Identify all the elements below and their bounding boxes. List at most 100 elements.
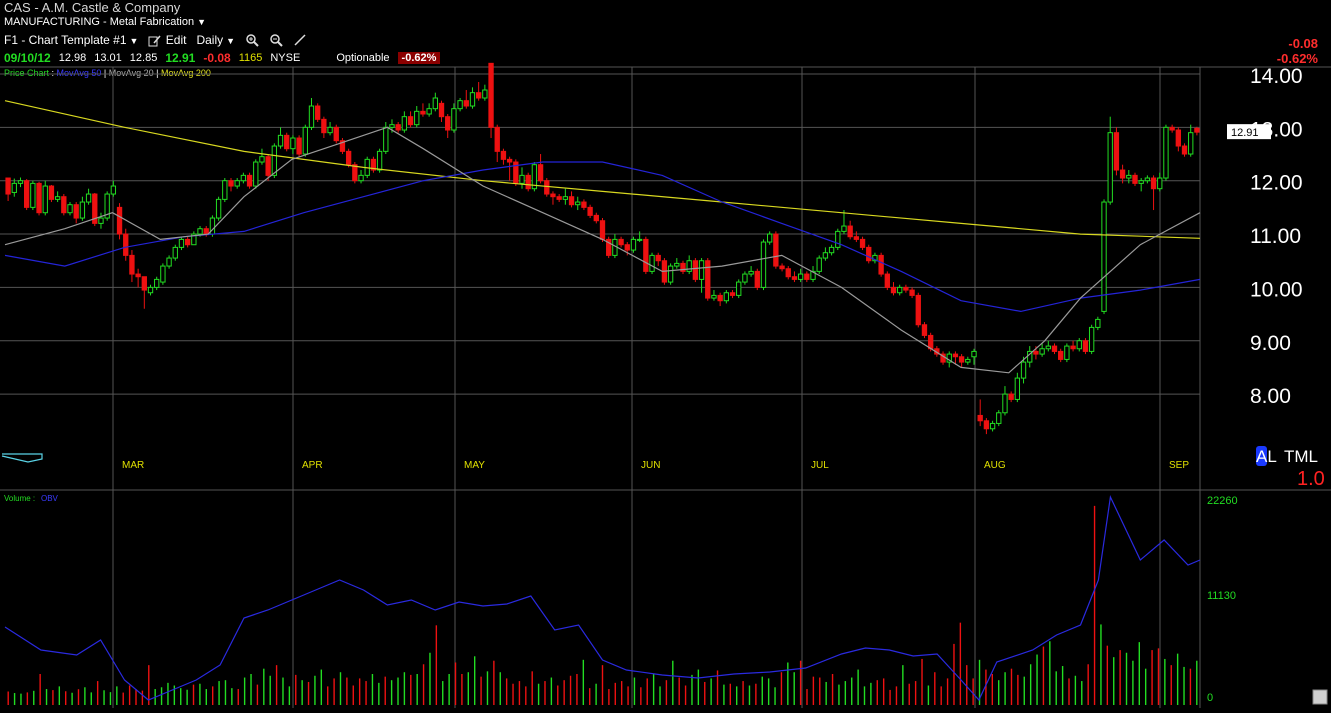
industry-selector[interactable]: MANUFACTURING - Metal Fabrication ▼ [4, 16, 206, 28]
candle-body [432, 97, 438, 110]
legend-price-chart: Price Chart [4, 68, 50, 78]
candle-body [445, 116, 451, 131]
candle-body [401, 116, 408, 131]
candle-body [791, 276, 798, 280]
zoom-out-icon[interactable] [269, 33, 283, 48]
quote-date: 09/10/12 [4, 51, 51, 65]
volume-legend: Volume : [4, 494, 35, 503]
ma200-line [4, 100, 1201, 239]
candle-body [810, 270, 816, 280]
candle-body [426, 108, 432, 115]
candle-body [222, 180, 228, 200]
candle-body [556, 196, 562, 200]
candle-body [1126, 174, 1132, 179]
month-label: SEP [1169, 460, 1189, 471]
candle-body [816, 257, 822, 272]
candle-body [878, 254, 884, 275]
candle-body [358, 174, 364, 182]
candle-body [79, 201, 86, 219]
candle-body [383, 126, 389, 152]
candle-body [1051, 345, 1058, 352]
candle-body [915, 294, 921, 326]
candle-body [36, 182, 42, 214]
legend-ma200: MovAvg 200 [160, 68, 211, 78]
candle-body [457, 100, 463, 110]
candle-body [141, 276, 147, 291]
candle-body [1181, 145, 1188, 155]
candle-body [234, 180, 240, 187]
candle-body [407, 116, 414, 126]
candle-body [160, 265, 166, 283]
last-price-label: 12.91 [1231, 127, 1259, 139]
candle-body [804, 273, 810, 280]
ma20-line [4, 126, 1201, 374]
template-selector[interactable]: F1 - Chart Template #1 ▼ [4, 33, 138, 47]
price-tick-label: 14.00 [1250, 65, 1303, 88]
candle-body [624, 244, 630, 251]
quote-last: 12.91 [165, 51, 196, 65]
candle-body [488, 62, 494, 128]
candle-body [271, 145, 278, 176]
candle-body [296, 137, 302, 155]
candle-body [977, 414, 983, 422]
candle-body [1119, 169, 1126, 179]
candle-body [506, 158, 513, 163]
candle-body [847, 225, 853, 238]
price-tick-label: 9.00 [1250, 332, 1291, 355]
interval-selector[interactable]: Daily ▼ [196, 33, 235, 47]
candle-body [315, 105, 321, 120]
edit-button[interactable]: Edit [148, 33, 186, 48]
candle-body [835, 230, 841, 248]
month-label: MAR [122, 460, 144, 471]
candle-body [680, 262, 686, 272]
candle-body [1175, 129, 1181, 147]
candle-body [438, 102, 445, 118]
zoom-in-icon[interactable] [245, 33, 259, 48]
candle-body [184, 238, 191, 246]
candle-body [1045, 345, 1051, 350]
candle-body [866, 246, 872, 262]
candle-body [389, 124, 395, 128]
candle-body [73, 204, 79, 219]
candle-body [376, 150, 383, 171]
candle-body [711, 294, 717, 299]
candle-body [54, 196, 61, 200]
candle-body [909, 289, 915, 296]
candle-body [655, 254, 661, 262]
candle-body [197, 228, 203, 235]
candle-body [742, 273, 748, 283]
candle-body [1194, 127, 1200, 133]
candle-body [17, 180, 24, 184]
candle-body [154, 278, 160, 288]
candle-body [779, 265, 785, 270]
price-axis: MAR APR MAY JUN JUL AUG SEP14.0013.0012.0011.0… [122, 65, 1303, 471]
candle-body [636, 238, 643, 241]
candle-body [921, 324, 928, 336]
candle-body [927, 334, 934, 350]
candle-body [841, 225, 847, 232]
grid [0, 66, 1331, 708]
candle-body [85, 193, 92, 203]
candle-body [897, 286, 903, 294]
edit-label: Edit [165, 33, 187, 47]
chevron-down-icon: ▼ [129, 36, 139, 47]
candle-body [996, 412, 1002, 424]
candle-body [30, 182, 36, 208]
candle-body [1138, 180, 1144, 184]
candle-body [178, 238, 185, 248]
candle-body [519, 174, 525, 184]
candle-body [5, 177, 11, 195]
candle-body [1113, 132, 1120, 171]
candle-body [989, 422, 996, 430]
price-tick-label: 10.00 [1250, 278, 1303, 301]
candle-body [1002, 393, 1008, 414]
draw-tool-icon[interactable] [293, 33, 307, 47]
candle-body [884, 273, 890, 288]
candle-body [1064, 345, 1070, 360]
chevron-down-icon: ▼ [226, 36, 236, 47]
candle-body [1033, 350, 1039, 355]
candle-body [172, 246, 178, 259]
candle-body [971, 350, 977, 358]
candle-body [1020, 361, 1027, 379]
